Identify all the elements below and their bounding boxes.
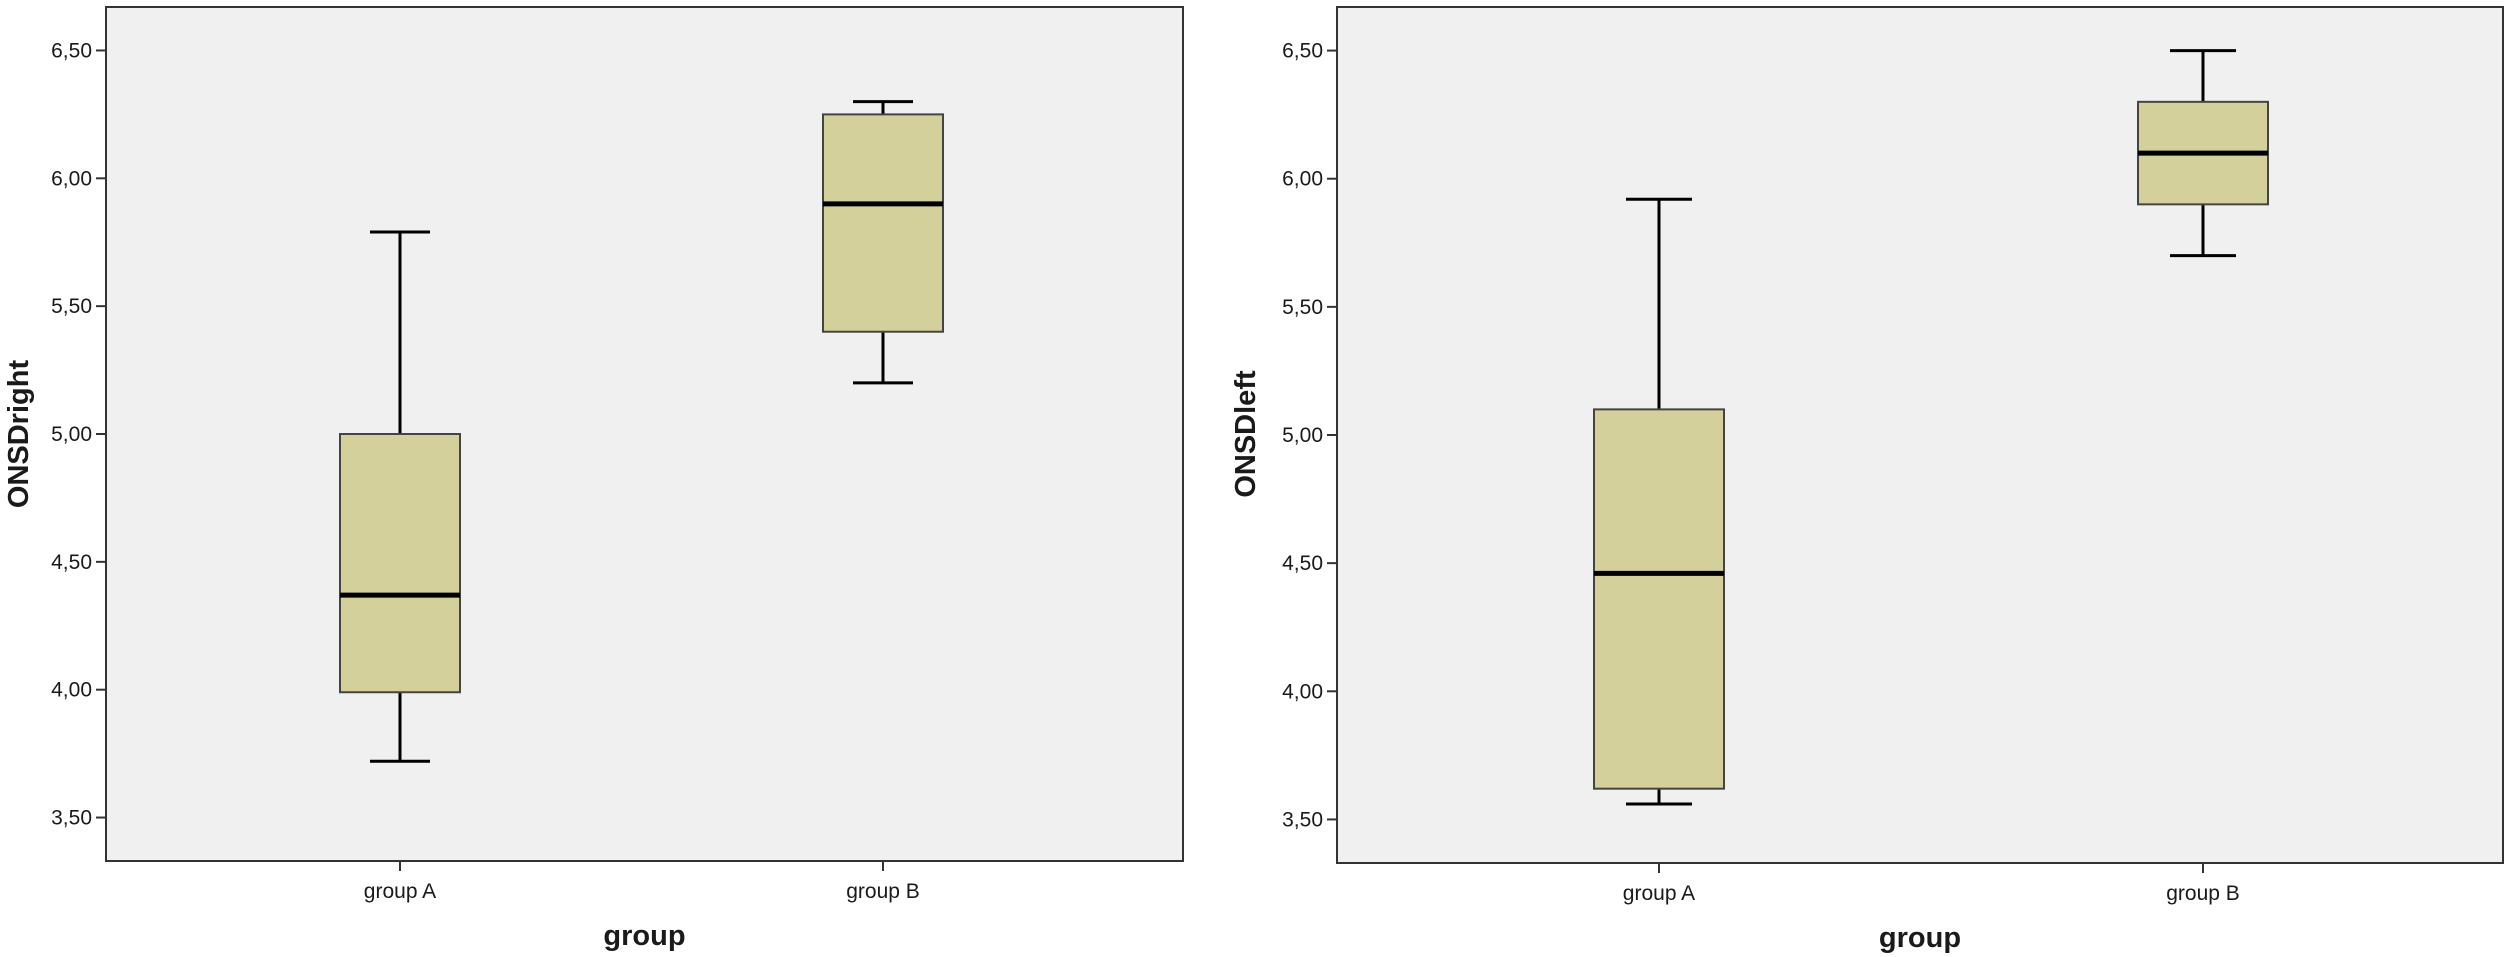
- x-axis-title: group: [603, 920, 685, 952]
- x-tick-label: group B: [2166, 882, 2240, 905]
- y-tick-label: 4,50: [51, 551, 92, 574]
- y-tick-label: 6,00: [51, 167, 92, 190]
- iqr-box: [822, 113, 944, 333]
- iqr-box: [1593, 408, 1725, 790]
- y-tick-label: 4,50: [1282, 552, 1323, 575]
- chart-onsd-right: 3,50 4,00 4,50 5,00 5,50 6,00 6,50 group A grou…: [3, 6, 1184, 952]
- y-axis-title: ONSDright: [3, 360, 35, 509]
- chart-onsd-left: 3,50 4,00 4,50 5,00 5,50 6,00 6,50 group A grou…: [1230, 6, 2504, 954]
- y-tick-label: 6,50: [51, 39, 92, 62]
- x-tick-label: group B: [846, 880, 920, 903]
- x-tick-label: group A: [1623, 882, 1695, 905]
- y-tick-label: 5,00: [1282, 424, 1323, 447]
- plot-area: [1336, 6, 2504, 864]
- y-tick-label: 5,50: [1282, 296, 1323, 319]
- y-tick-label: 3,50: [1282, 808, 1323, 831]
- box-group-a: [1593, 197, 1725, 806]
- y-tick-label: 4,00: [51, 679, 92, 702]
- y-tick-label: 5,00: [51, 423, 92, 446]
- y-tick-label: 6,50: [1282, 40, 1323, 63]
- x-axis-title: group: [1879, 922, 1961, 954]
- y-tick-label: 5,50: [51, 295, 92, 318]
- x-tick-label: group A: [364, 880, 436, 903]
- box-group-a: [339, 230, 461, 763]
- iqr-box: [339, 433, 461, 694]
- box-group-b: [822, 100, 944, 385]
- y-tick-label: 6,00: [1282, 168, 1323, 191]
- y-tick-label: 3,50: [51, 807, 92, 830]
- plot-area: [105, 6, 1184, 862]
- y-axis-title: ONSDleft: [1230, 370, 1262, 498]
- y-tick-label: 4,00: [1282, 680, 1323, 703]
- box-group-b: [2137, 49, 2269, 258]
